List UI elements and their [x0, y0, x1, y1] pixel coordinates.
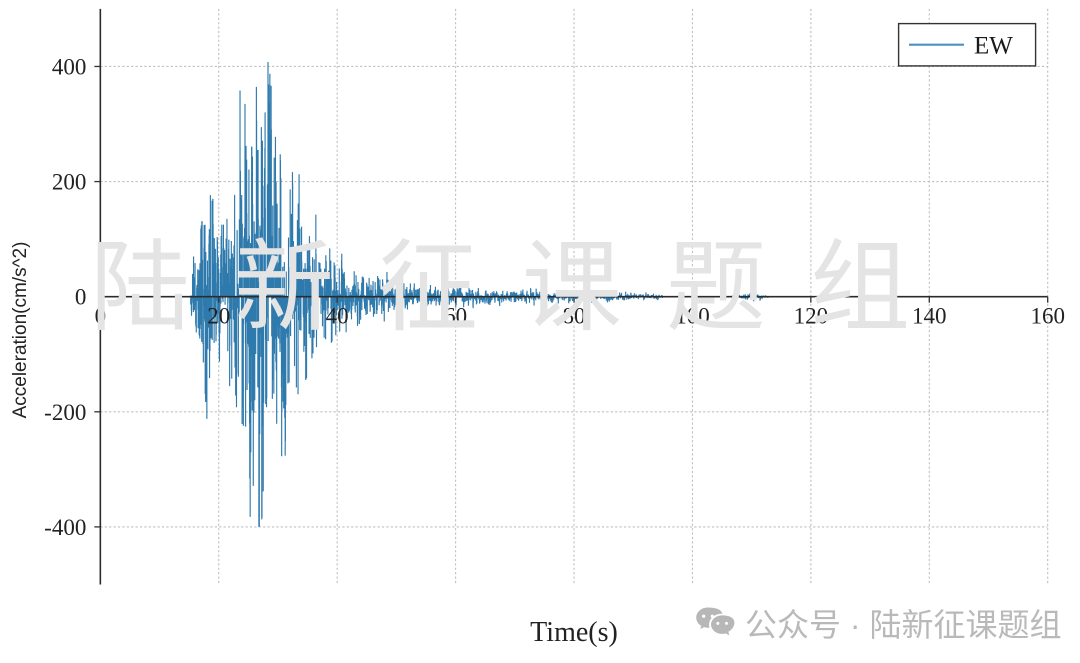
svg-text:EW: EW [974, 33, 1013, 60]
svg-text:-200: -200 [44, 400, 86, 425]
svg-text:0: 0 [75, 285, 87, 310]
svg-text:-400: -400 [44, 515, 86, 540]
svg-text:400: 400 [52, 54, 87, 79]
svg-text:200: 200 [52, 170, 87, 195]
svg-text:Acceleration(cm/s^2): Acceleration(cm/s^2) [10, 242, 31, 419]
svg-text:160: 160 [1030, 304, 1065, 329]
